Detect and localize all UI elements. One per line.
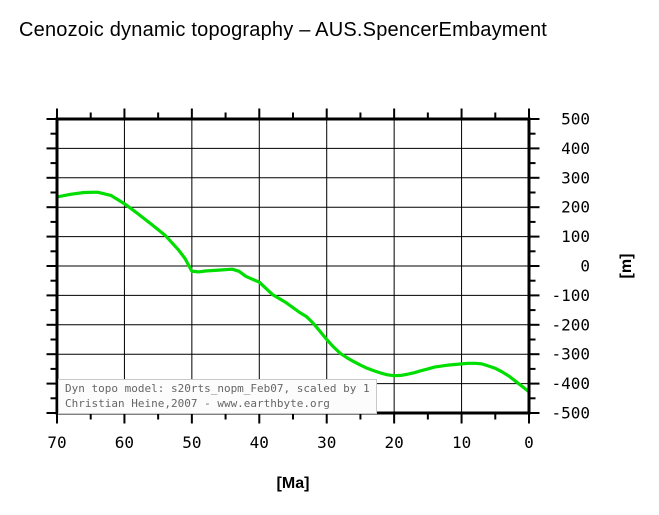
y-tick-label: -200 <box>551 315 590 334</box>
x-tick-label: 50 <box>182 433 201 452</box>
y-tick-label: -400 <box>551 374 590 393</box>
topography-curve <box>55 190 531 394</box>
y-tick-label: 400 <box>561 139 590 158</box>
x-tick-label: 20 <box>385 433 404 452</box>
chart-title: Cenozoic dynamic topography – AUS.Spence… <box>19 19 548 41</box>
y-tick-label: 500 <box>561 110 590 129</box>
y-tick-label: 0 <box>580 257 590 276</box>
model-annotation: Dyn topo model: s20rts_nopm_Feb07, scale… <box>58 379 377 414</box>
annotation-line-2: Christian Heine,2007 - www.earthbyte.org <box>65 397 330 410</box>
y-tick-label: 300 <box>561 168 590 187</box>
y-axis-label: [m] <box>618 253 635 279</box>
x-tick-label: 60 <box>115 433 134 452</box>
annotation-line-1: Dyn topo model: s20rts_nopm_Feb07, scale… <box>65 382 370 395</box>
y-tick-label: -500 <box>551 404 590 423</box>
x-tick-label: 30 <box>317 433 336 452</box>
x-axis-label: [Ma] <box>276 475 310 492</box>
x-tick-label: 40 <box>250 433 269 452</box>
y-tick-label: -300 <box>551 345 590 364</box>
x-tick-label: 70 <box>47 433 66 452</box>
y-tick-label: -100 <box>551 286 590 305</box>
y-tick-label: 100 <box>561 227 590 246</box>
x-tick-label: 10 <box>452 433 471 452</box>
y-tick-label: 200 <box>561 198 590 217</box>
x-tick-label: 0 <box>524 433 534 452</box>
